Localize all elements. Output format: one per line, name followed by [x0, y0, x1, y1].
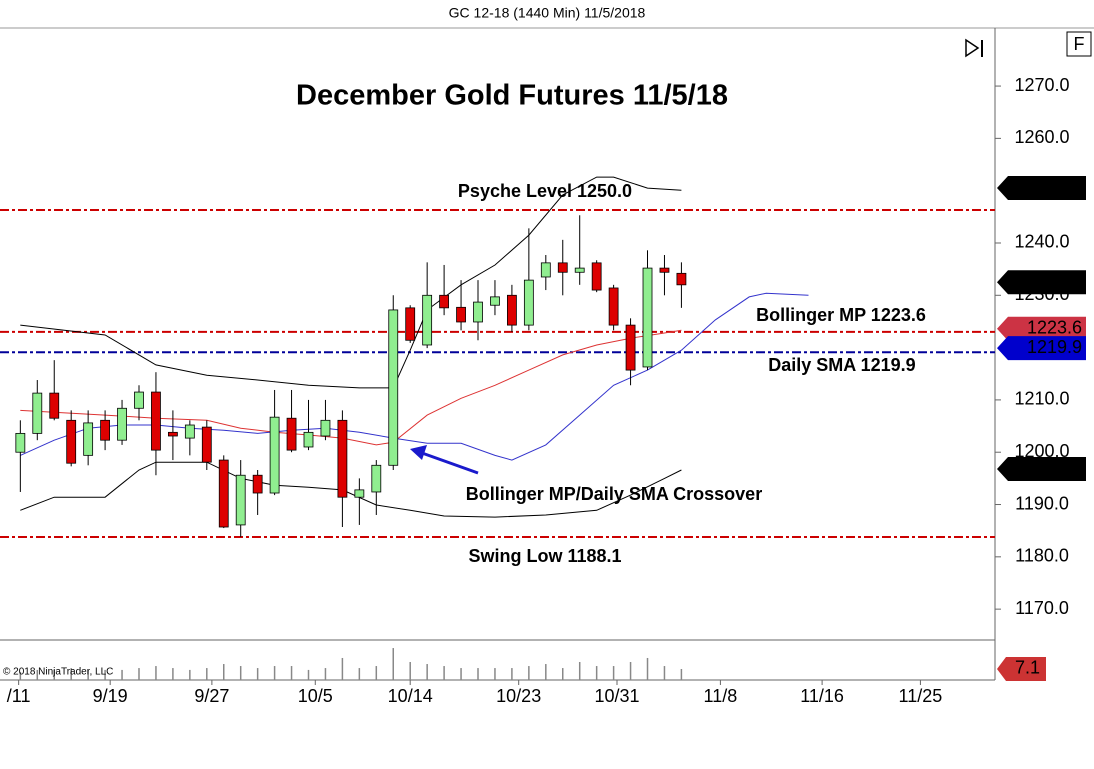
- candle-body: [117, 407, 127, 441]
- y-tick-label: 1200.0: [1014, 441, 1069, 461]
- annotation: Daily SMA 1219.9: [768, 355, 915, 375]
- candle-body: [235, 474, 246, 526]
- candle-body: [167, 431, 178, 437]
- candle-body: [591, 262, 602, 291]
- candle-body: [320, 419, 331, 437]
- price-badge-label: 1223.6: [1027, 318, 1082, 338]
- y-tick-label: 1210.0: [1014, 389, 1069, 409]
- price-badge: [997, 456, 1086, 481]
- volume-badge-label: 7.1: [1015, 658, 1040, 678]
- y-tick-label: 1260.0: [1014, 127, 1069, 147]
- x-tick-label: 9/27: [194, 686, 229, 706]
- candle-body: [371, 464, 382, 493]
- price-badge: [997, 316, 1086, 341]
- x-tick-label: 9/19: [93, 686, 128, 706]
- candle-body: [49, 392, 60, 419]
- annotation: Swing Low 1188.1: [468, 546, 621, 566]
- x-tick-label: 11/16: [800, 686, 844, 706]
- candle-body: [15, 432, 26, 453]
- candle-body: [354, 489, 365, 498]
- crossover-arrow: [410, 445, 479, 475]
- y-tick-label: 1240.0: [1014, 232, 1069, 252]
- indicator-line: [20, 176, 682, 389]
- candle-body: [286, 417, 297, 451]
- candle-body: [608, 287, 619, 326]
- candle-body: [405, 307, 416, 341]
- candle-body: [83, 422, 94, 456]
- candle-body: [388, 309, 399, 466]
- y-tick-label: 1170.0: [1015, 598, 1069, 618]
- candle-body: [642, 267, 653, 368]
- x-tick-label: 10/5: [298, 686, 333, 706]
- price-badge: [997, 336, 1086, 361]
- candle-body: [557, 262, 568, 273]
- candle-body: [676, 272, 687, 286]
- price-badge-label: 1196.8: [1028, 458, 1082, 478]
- candle-body: [303, 431, 314, 448]
- scroll-arrow: [965, 38, 980, 58]
- x-tick-label: 11/25: [899, 686, 943, 706]
- candle-body: [337, 419, 348, 498]
- copyright: © 2018 NinjaTrader, LLC: [3, 667, 113, 678]
- candle-body: [269, 416, 280, 494]
- candle-body: [490, 296, 500, 306]
- x-tick-label: 10/31: [594, 686, 639, 706]
- candle-body: [151, 391, 161, 451]
- x-tick-label: 10/14: [388, 686, 433, 706]
- candle-body: [507, 294, 517, 326]
- candle-body: [422, 294, 433, 346]
- x-tick-label: /11: [7, 686, 31, 706]
- plot-area: [0, 176, 995, 680]
- y-tick-label: 1270.0: [1014, 75, 1069, 95]
- price-badge: [997, 176, 1086, 201]
- scroll-end-icon[interactable]: [965, 38, 983, 58]
- price-badge: [997, 270, 1086, 295]
- y-tick-label: 1180.0: [1015, 546, 1069, 566]
- button-box[interactable]: [1066, 31, 1092, 57]
- candle-body: [184, 424, 195, 439]
- candle-body: [473, 301, 483, 323]
- candle-body: [134, 391, 144, 409]
- candle-body: [456, 306, 466, 323]
- candle-body: [66, 419, 77, 464]
- candle-body: [252, 474, 263, 494]
- x-tick-label: 10/23: [496, 686, 541, 706]
- volume-badge: [997, 656, 1046, 681]
- price-badge-label: 1219.9: [1027, 337, 1082, 357]
- candle-body: [201, 426, 212, 463]
- annotation: Psyche Level 1250.0: [458, 181, 632, 201]
- price-badge-label: 1250.5: [1027, 177, 1082, 197]
- chart-title: December Gold Futures 11/5/18: [296, 80, 728, 112]
- candle-body: [574, 267, 585, 273]
- arrow-shaft: [421, 451, 479, 475]
- button-label[interactable]: F: [1074, 34, 1085, 54]
- candle-body: [100, 419, 110, 441]
- candle-body: [540, 262, 551, 278]
- price-badge-label: 1232.5: [1027, 271, 1082, 291]
- candle-body: [523, 279, 534, 326]
- x-tick-label: 11/8: [704, 686, 738, 706]
- candle-body: [659, 267, 670, 273]
- candle-body: [439, 294, 450, 309]
- y-tick-label: 1190.0: [1015, 493, 1069, 513]
- annotation: Bollinger MP 1223.6: [756, 305, 926, 325]
- annotation: Bollinger MP/Daily SMA Crossover: [466, 484, 762, 504]
- candle-body: [625, 324, 636, 371]
- arrow-head: [410, 445, 427, 460]
- candle-body: [32, 392, 43, 434]
- candle-body: [218, 459, 229, 528]
- header: GC 12-18 (1440 Min) 11/5/2018: [449, 5, 646, 21]
